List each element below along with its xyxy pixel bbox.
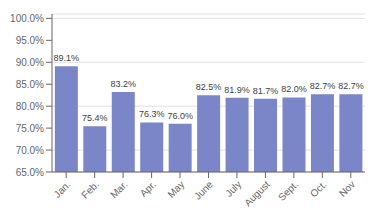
svg-text:75.0%: 75.0%	[16, 123, 44, 134]
svg-text:82.7%: 82.7%	[338, 81, 364, 91]
svg-text:Oct.: Oct.	[308, 179, 329, 200]
svg-text:Jan.: Jan.	[52, 179, 73, 200]
svg-text:Sept.: Sept.	[276, 179, 300, 203]
svg-text:65.0%: 65.0%	[16, 167, 44, 178]
svg-text:90.0%: 90.0%	[16, 57, 44, 68]
svg-text:82.5%: 82.5%	[196, 82, 222, 92]
svg-text:Nov: Nov	[337, 179, 357, 199]
svg-text:July: July	[223, 179, 243, 199]
svg-text:89.1%: 89.1%	[54, 53, 80, 63]
svg-text:Apr.: Apr.	[138, 179, 158, 199]
svg-text:95.0%: 95.0%	[16, 35, 44, 46]
svg-text:Feb.: Feb.	[79, 179, 101, 201]
svg-text:Mar.: Mar.	[108, 179, 130, 201]
svg-text:100.0%: 100.0%	[10, 13, 44, 24]
svg-text:82.7%: 82.7%	[310, 81, 336, 91]
svg-text:June: June	[192, 178, 215, 201]
svg-text:76.3%: 76.3%	[139, 109, 165, 119]
svg-text:May: May	[165, 179, 186, 200]
svg-text:82.0%: 82.0%	[281, 84, 307, 94]
svg-text:70.0%: 70.0%	[16, 145, 44, 156]
svg-text:76.0%: 76.0%	[167, 111, 193, 121]
svg-text:85.0%: 85.0%	[16, 79, 44, 90]
svg-text:81.7%: 81.7%	[253, 86, 279, 96]
svg-text:August: August	[242, 179, 272, 209]
svg-text:80.0%: 80.0%	[16, 101, 44, 112]
svg-text:83.2%: 83.2%	[110, 79, 136, 89]
svg-text:75.4%: 75.4%	[82, 113, 108, 123]
svg-text:81.9%: 81.9%	[224, 85, 250, 95]
